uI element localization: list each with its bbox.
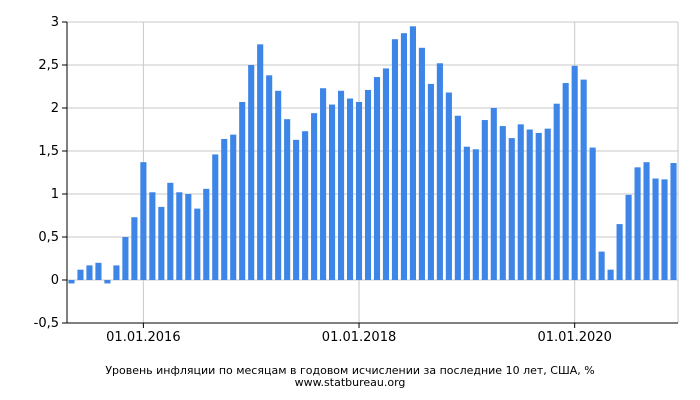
bar-2015-08 [95,262,102,280]
bar-2020-09 [643,162,650,280]
bar-2016-09 [212,154,219,280]
bar-2017-10 [329,104,336,280]
bar-2017-11 [337,90,345,280]
y-tick-label: 2 [51,101,59,116]
bar-2016-10 [221,138,228,280]
bar-2019-08 [526,129,533,280]
bar-2020-12 [670,163,677,280]
bar-2017-07 [302,131,309,280]
chart-title: Уровень инфляции по месяцам в годовом ис… [105,364,595,377]
x-tick-label: 01.01.2020 [537,330,611,345]
bars-layer [68,26,677,284]
y-tick-label: 1 [51,187,59,202]
bar-2020-10 [652,178,659,280]
bar-2016-01 [140,162,147,280]
bar-2018-04 [382,68,390,280]
bar-2020-06 [616,224,623,280]
bar-2020-01 [571,65,578,280]
bar-2018-10 [436,63,443,280]
bar-2018-12 [454,115,461,281]
source-url: www.statbureau.org [294,376,406,389]
bar-2020-03 [589,147,596,280]
bar-2016-12 [239,101,246,280]
bar-2016-11 [230,134,237,280]
bar-2019-04 [490,108,497,280]
bar-2020-11 [661,179,668,280]
bar-2019-07 [517,124,524,280]
bar-2016-04 [167,182,174,280]
bar-2017-12 [346,98,354,280]
bar-2019-11 [553,103,560,280]
y-tick-label: -0,5 [34,316,59,331]
y-tick-label: 2,5 [38,58,59,73]
bar-2020-04 [598,251,605,280]
y-tick-label: 0 [51,273,59,288]
bar-2017-09 [320,88,327,280]
bar-2015-11 [122,237,129,280]
y-tick-label: 1,5 [38,144,59,159]
bar-2018-06 [400,33,408,281]
bar-2016-07 [194,208,201,280]
bar-2016-03 [158,206,165,280]
bar-2017-01 [248,65,255,280]
bar-2020-08 [634,167,641,280]
bar-2018-02 [364,89,372,280]
bar-2018-03 [373,77,381,280]
y-tick-label: 0,5 [38,230,59,245]
bar-2015-12 [131,217,138,280]
bar-2017-03 [266,75,273,280]
bar-2018-09 [427,83,434,280]
bar-2019-03 [481,120,488,280]
x-tick-label: 01.01.2018 [322,330,396,345]
bar-2019-02 [472,149,479,280]
bar-2018-11 [445,92,452,281]
bar-2019-12 [562,83,569,280]
bar-2020-02 [580,79,587,281]
y-tick-label: 3 [51,15,59,30]
bar-2019-05 [499,126,506,280]
bar-2017-08 [311,113,318,280]
bar-2018-01 [355,101,363,280]
bar-2019-06 [508,138,515,280]
bar-2016-08 [203,188,210,280]
bar-2018-05 [391,39,399,281]
bar-2017-04 [275,90,282,280]
bar-2015-09 [104,280,111,284]
bar-2018-07 [409,26,416,280]
bar-2016-06 [185,194,192,280]
bar-2015-07 [86,265,93,280]
bar-2015-06 [77,269,84,280]
bar-2015-10 [113,265,120,280]
bar-2017-05 [284,119,291,281]
bar-2016-02 [149,192,156,280]
bar-2019-09 [535,132,542,280]
tick-labels-layer: -0,5 0 0,5 1 1,5 2 2,5 3 01.01.2016 01.01.2018 01.… [34,15,612,345]
bar-2016-05 [176,192,183,280]
bar-2015-05 [68,280,75,284]
bar-2017-06 [293,139,300,280]
bar-2020-07 [625,194,632,280]
x-tick-label: 01.01.2016 [106,330,180,345]
bar-2019-10 [544,128,551,280]
bar-2017-02 [257,44,264,280]
bar-2020-05 [607,269,614,280]
axes-layer [62,21,678,328]
bar-2018-08 [418,47,425,280]
bar-2019-01 [463,146,470,280]
